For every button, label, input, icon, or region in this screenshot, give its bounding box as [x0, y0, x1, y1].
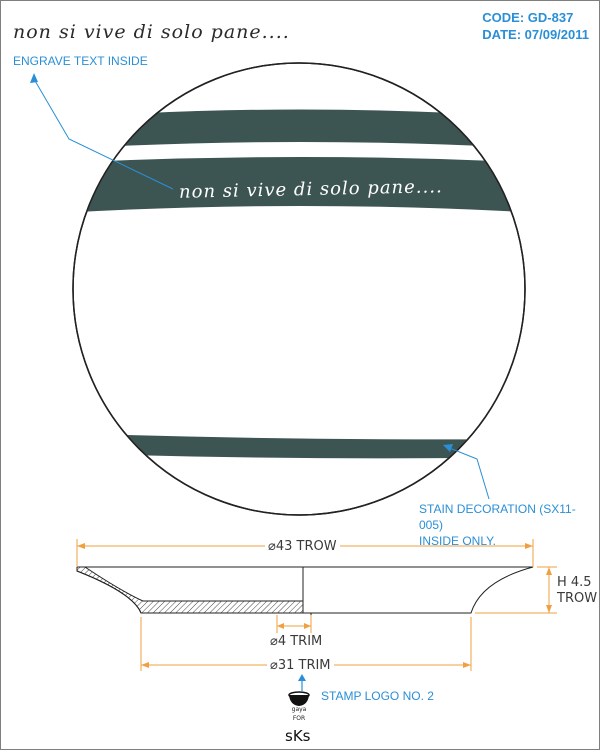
stain-callout-line2: INSIDE ONLY. — [419, 534, 496, 548]
arrow-icon — [141, 662, 149, 668]
stain-callout-line1: STAIN DECORATION (SX11-005) — [419, 502, 576, 532]
arrow-icon — [546, 605, 552, 613]
plate-top-view — [72, 62, 526, 516]
height-label-line2: TROW — [557, 591, 598, 606]
height-label: H 4.5 TROW — [557, 575, 597, 607]
drawing-date: DATE: 07/09/2011 — [482, 27, 589, 42]
height-label-line1: H 4.5 — [557, 575, 592, 590]
outer-diameter-label: ⌀43 TROW — [265, 539, 340, 554]
arrow-icon — [304, 623, 311, 629]
base-diameter-label: ⌀31 TRIM — [267, 658, 334, 673]
script-title: non si vive di solo pane.... — [13, 21, 290, 43]
arrow-icon — [546, 567, 552, 575]
stamp-callout: STAMP LOGO NO. 2 — [321, 689, 434, 703]
stamp-arrow-icon — [298, 674, 306, 681]
product-code: CODE: GD-837 — [482, 10, 574, 25]
stain-band-top — [73, 109, 525, 149]
logo-for: FOR — [292, 715, 306, 722]
stamp-logo-icon — [288, 691, 310, 706]
code-date-block: CODE: GD-837 DATE: 07/09/2011 — [482, 9, 589, 43]
arrow-icon — [77, 543, 85, 549]
logo-brand: sKs — [285, 727, 311, 745]
engrave-callout: ENGRAVE TEXT INSIDE — [13, 54, 148, 68]
stain-band-middle — [73, 157, 525, 213]
stain-leader — [446, 446, 490, 500]
logo-gaya: gaya — [291, 706, 307, 713]
stain-leader-arrow — [443, 444, 453, 452]
plate-cross-section — [76, 566, 534, 623]
arrow-icon — [525, 543, 533, 549]
arrow-icon — [463, 662, 471, 668]
engrave-leader-arrow — [30, 73, 38, 83]
stain-band-bottom — [73, 433, 525, 459]
foot-trim-label: ⌀4 TRIM — [267, 634, 326, 649]
stain-callout: STAIN DECORATION (SX11-005) INSIDE ONLY. — [419, 501, 599, 549]
arrow-icon — [277, 623, 284, 629]
engrave-leader — [33, 78, 174, 190]
